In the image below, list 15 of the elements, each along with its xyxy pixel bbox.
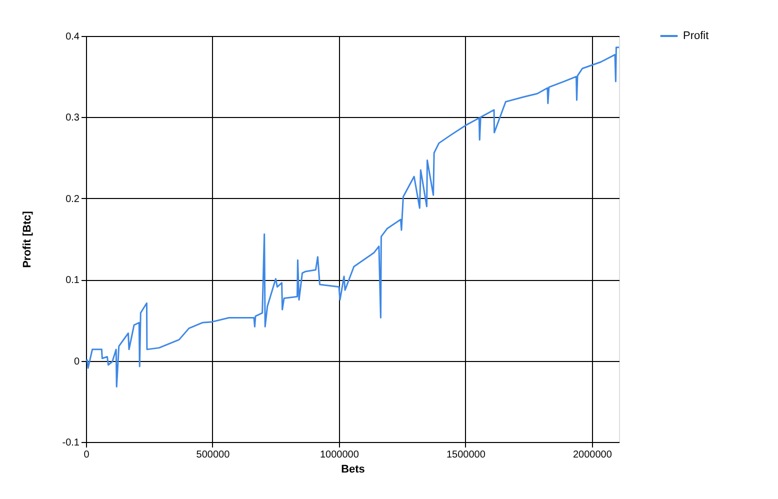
y-tick-label: 0.1 bbox=[66, 275, 80, 286]
x-tick-label: 1500000 bbox=[446, 450, 486, 460]
x-axis-title: Bets bbox=[341, 464, 365, 476]
y-tick-label: -0.1 bbox=[62, 438, 80, 448]
x-tick-label: 0 bbox=[84, 450, 90, 460]
y-tick-label: 0.2 bbox=[66, 194, 80, 205]
y-tick-label: 0.4 bbox=[66, 32, 80, 42]
y-axis-title: Profit [Btc] bbox=[21, 210, 34, 268]
y-tick-label: 0.3 bbox=[66, 112, 80, 124]
y-tick-label: 0 bbox=[74, 356, 80, 368]
x-tick-label: 2000000 bbox=[572, 450, 612, 460]
x-tick-label: 1000000 bbox=[320, 450, 360, 460]
x-tick-label: 500000 bbox=[196, 450, 230, 460]
line-series bbox=[85, 46, 620, 388]
legend-label: Profit bbox=[683, 30, 709, 42]
